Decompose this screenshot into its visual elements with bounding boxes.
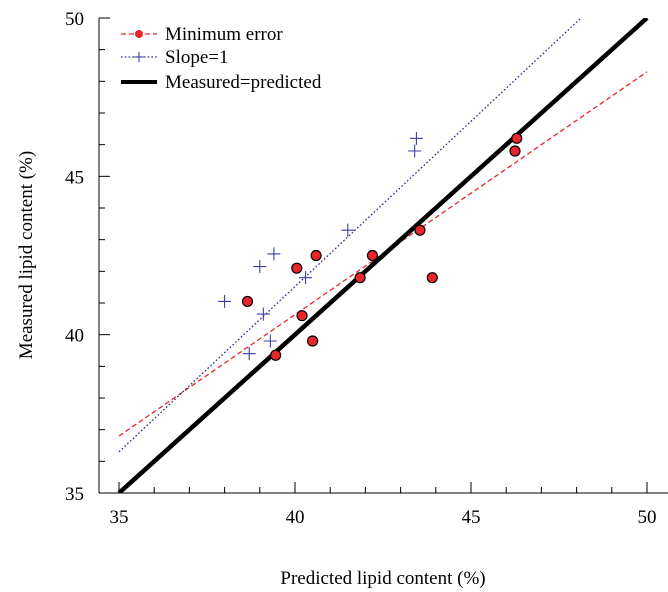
legend-min-error-marker	[135, 30, 143, 38]
ticks: 35 40 45 50 35 40 45 50	[65, 9, 657, 528]
slope1-point	[299, 271, 313, 285]
min-error-point	[291, 262, 303, 274]
y-axis-label: Measured lipid content (%)	[16, 151, 37, 359]
slope1-point	[409, 131, 423, 145]
x-tick-label: 45	[462, 507, 481, 528]
legend-label: Measured=predicted	[165, 72, 322, 93]
min-error-point	[366, 249, 379, 262]
slope1-point	[408, 144, 422, 158]
legend-slope1-marker	[134, 52, 144, 62]
min-error-point	[296, 310, 308, 322]
fit-lines	[117, 18, 649, 493]
legend-label: Slope=1	[165, 47, 229, 68]
axes	[98, 18, 668, 494]
min-error-point	[241, 295, 254, 308]
y-tick-label: 50	[65, 9, 84, 30]
min-error-point	[426, 272, 438, 284]
min-error-point	[307, 335, 319, 347]
slope1-fit-line	[118, 18, 582, 453]
min-error-point	[270, 349, 282, 361]
y-tick-label: 45	[65, 167, 84, 188]
slope1-point	[256, 307, 270, 321]
min-error-point	[310, 249, 322, 262]
slope1-point	[253, 260, 267, 274]
slope1-point	[341, 223, 355, 237]
y-tick-label: 35	[65, 484, 84, 505]
slope1-point	[218, 294, 232, 308]
data-markers	[218, 131, 523, 361]
legend-label: Minimum error	[165, 24, 283, 45]
min-error-point	[414, 224, 426, 236]
slope1-point	[267, 247, 281, 261]
min-error-point	[354, 272, 366, 284]
y-tick-label: 40	[65, 326, 84, 347]
x-tick-label: 50	[638, 507, 657, 528]
x-tick-label: 35	[110, 507, 129, 528]
identity-line	[117, 18, 649, 493]
slope1-point	[242, 347, 256, 361]
x-tick-label: 40	[286, 507, 305, 528]
min-error-point	[511, 132, 523, 144]
slope1-point	[263, 334, 277, 348]
x-axis-label: Predicted lipid content (%)	[280, 568, 485, 589]
min-error-point	[509, 145, 521, 157]
